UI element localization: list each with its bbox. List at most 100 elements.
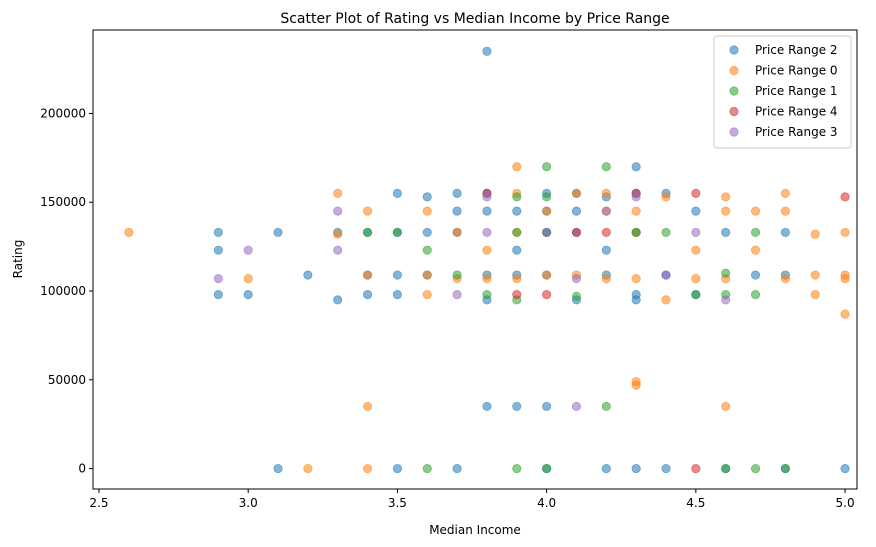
- data-point: [452, 270, 462, 280]
- data-point: [362, 463, 373, 474]
- data-point: [213, 289, 223, 300]
- data-point: [571, 188, 582, 198]
- chart-title: Scatter Plot of Rating vs Median Income …: [280, 11, 669, 27]
- data-point: [422, 245, 432, 255]
- data-point: [691, 206, 701, 216]
- data-point: [303, 270, 313, 280]
- data-point: [691, 227, 701, 238]
- y-tick-label: 50000: [48, 373, 86, 387]
- data-point: [780, 188, 790, 198]
- data-point: [780, 463, 790, 474]
- data-point: [542, 270, 552, 280]
- series-4: [213, 192, 731, 412]
- data-point: [482, 192, 492, 202]
- legend-label: Price Range 2: [755, 43, 838, 57]
- data-point: [750, 289, 761, 300]
- data-point: [273, 227, 283, 238]
- legend-box: [713, 35, 852, 149]
- y-axis-ticks: 0 50000 100000 150000 200000: [40, 106, 93, 476]
- data-point: [542, 289, 552, 300]
- legend-marker: [729, 45, 739, 55]
- data-point: [721, 192, 731, 202]
- data-point: [601, 206, 611, 216]
- data-point: [780, 227, 790, 238]
- data-point: [542, 192, 552, 202]
- data-point: [631, 162, 641, 172]
- legend-label: Price Range 0: [755, 64, 838, 78]
- data-point: [333, 295, 343, 305]
- data-point: [422, 227, 432, 238]
- data-point: [661, 192, 671, 202]
- data-point: [810, 270, 820, 280]
- legend-marker: [729, 65, 739, 76]
- data-point: [243, 289, 253, 300]
- data-point: [482, 227, 492, 238]
- legend-label: Price Range 4: [755, 105, 838, 119]
- data-point: [721, 268, 731, 278]
- data-point: [482, 206, 492, 216]
- data-point: [631, 295, 641, 305]
- data-point: [631, 463, 641, 474]
- data-point: [601, 162, 611, 172]
- data-point: [512, 162, 522, 172]
- data-point: [840, 273, 850, 284]
- data-point: [512, 245, 522, 255]
- data-point: [601, 245, 611, 255]
- data-point: [512, 289, 522, 300]
- data-point: [571, 227, 582, 238]
- x-tick-label: 4.5: [686, 496, 705, 510]
- data-point: [512, 192, 522, 202]
- data-point: [840, 309, 850, 319]
- data-point: [333, 188, 343, 198]
- data-point: [601, 273, 611, 284]
- data-point: [333, 229, 343, 239]
- data-point: [362, 270, 373, 280]
- data-point: [362, 227, 373, 238]
- data-point: [482, 273, 492, 284]
- plot-frame: [92, 29, 858, 490]
- data-point: [601, 188, 611, 198]
- data-point: [482, 289, 492, 300]
- data-point: [422, 270, 432, 280]
- data-point: [601, 227, 611, 238]
- data-point: [691, 463, 701, 474]
- x-tick-label: 2.5: [89, 496, 108, 510]
- data-point: [840, 463, 850, 474]
- data-point: [721, 401, 731, 412]
- data-point: [631, 192, 641, 202]
- data-point: [810, 289, 820, 300]
- data-point: [362, 206, 373, 216]
- data-point: [721, 463, 731, 474]
- legend: Price Range 2 Price Range 0 Price Range 1 P…: [713, 35, 852, 149]
- data-point: [422, 206, 432, 216]
- legend-marker: [729, 127, 739, 137]
- data-point: [452, 188, 462, 198]
- data-point: [631, 206, 641, 216]
- data-point: [542, 227, 552, 238]
- data-point: [631, 380, 641, 390]
- data-point: [750, 463, 761, 474]
- data-point: [691, 289, 701, 300]
- data-point: [273, 463, 283, 474]
- data-point: [512, 401, 522, 412]
- data-point: [840, 192, 850, 202]
- x-tick-label: 5.0: [836, 496, 855, 510]
- data-point: [333, 206, 343, 216]
- data-point: [571, 401, 582, 412]
- data-point: [542, 162, 552, 172]
- data-point: [721, 295, 731, 305]
- data-point: [333, 245, 343, 255]
- y-tick-label: 200000: [40, 106, 86, 120]
- legend-marker: [729, 86, 739, 96]
- data-point: [482, 401, 492, 412]
- data-point: [452, 227, 462, 238]
- data-point: [243, 245, 253, 255]
- data-point: [661, 295, 671, 305]
- data-point: [213, 273, 223, 284]
- x-tick-label: 3.5: [388, 496, 407, 510]
- data-point: [482, 46, 492, 56]
- data-point: [661, 227, 671, 238]
- data-point: [422, 192, 432, 202]
- y-tick-label: 100000: [40, 284, 86, 298]
- data-point: [362, 401, 373, 412]
